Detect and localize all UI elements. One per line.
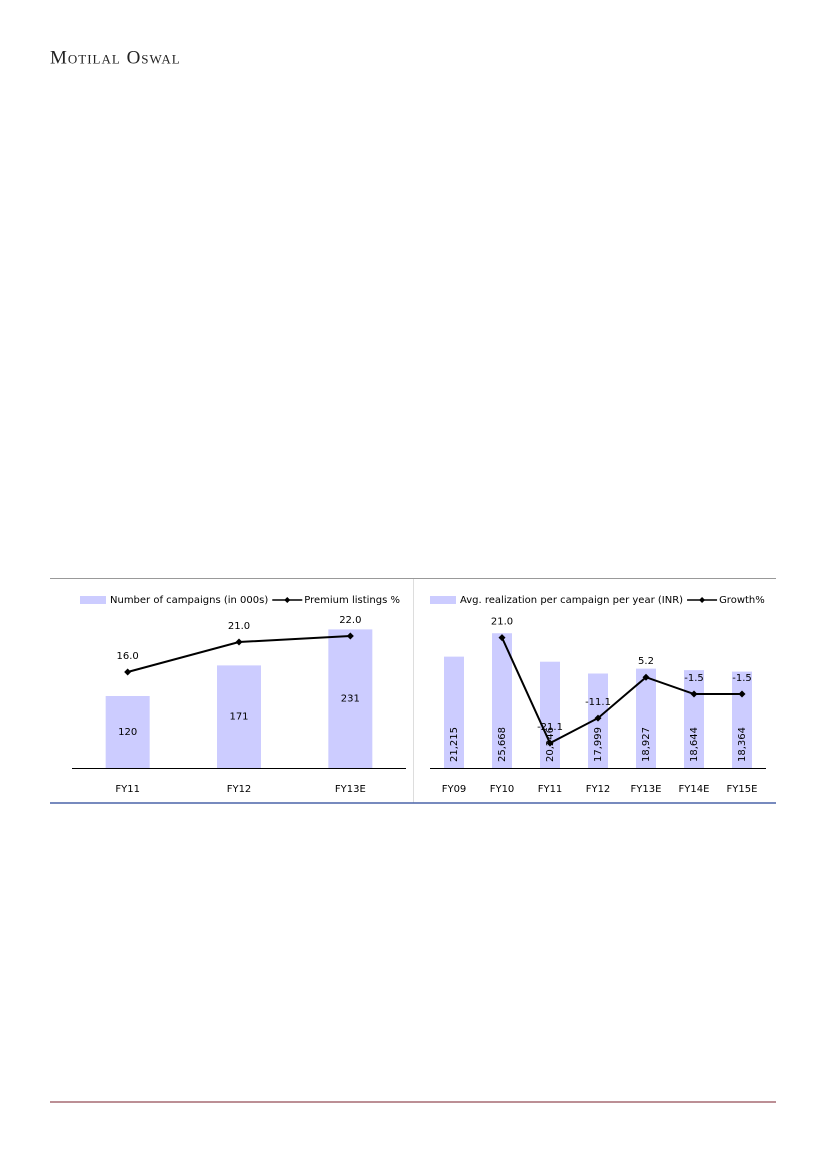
line-marker [642, 673, 650, 681]
x-tick-label: FY09 [442, 784, 467, 795]
bar-value-label: 21,215 [449, 727, 460, 762]
line-marker [498, 634, 506, 642]
bar [732, 671, 752, 768]
bar-value-label: 231 [341, 694, 360, 705]
line-value-label: 16.0 [117, 651, 139, 662]
legend-label: Growth% [719, 595, 765, 606]
x-tick-label: FY12 [586, 784, 611, 795]
x-tick-label: FY11 [115, 784, 140, 795]
line [501, 637, 742, 745]
brand: Motilal Oswal [50, 47, 181, 68]
line-marker [346, 632, 354, 640]
x-tick-label: FY13E [631, 784, 662, 795]
bar-value-label: 18,644 [689, 727, 700, 762]
line-marker [124, 668, 132, 676]
line-marker [235, 638, 243, 646]
x-tick-label: FY14E [679, 784, 710, 795]
bar-value-label: 17,999 [593, 727, 604, 762]
line-value-label: -1.5 [732, 673, 752, 684]
bar [105, 696, 150, 768]
bar [636, 668, 656, 768]
legend-swatch [430, 596, 456, 604]
line-value-label: -21.1 [537, 722, 563, 733]
line-value-label: 21.0 [228, 621, 250, 632]
line-value-label: -1.5 [684, 673, 704, 684]
x-tick-label: FY10 [490, 784, 515, 795]
line-value-label: 5.2 [638, 656, 654, 667]
line-marker [546, 739, 554, 747]
legend-marker [699, 597, 706, 603]
bar [444, 656, 464, 768]
line-marker [738, 690, 746, 698]
line-value-label: -11.1 [585, 697, 611, 708]
legend-swatch [80, 596, 106, 604]
legend-label: Number of campaigns (in 000s) [110, 595, 268, 606]
bar [217, 665, 261, 768]
x-tick-label: FY13E [335, 784, 366, 795]
x-tick-label: FY12 [227, 784, 252, 795]
x-tick-label: FY11 [538, 784, 563, 795]
legend-label: Premium listings % [304, 595, 400, 606]
line-marker [690, 690, 698, 698]
line-value-label: 21.0 [491, 617, 513, 628]
legend-marker [284, 597, 291, 603]
legend-label: Avg. realization per campaign per year (… [460, 595, 683, 606]
line-value-label: 22.0 [339, 615, 361, 626]
bar [492, 633, 512, 768]
bar-value-label: 25,668 [497, 727, 508, 762]
bar-value-label: 18,364 [737, 727, 748, 762]
bar-value-label: 171 [229, 712, 248, 723]
bar [328, 629, 373, 768]
x-tick-label: FY15E [727, 784, 758, 795]
line-marker [594, 714, 602, 722]
bar-value-label: 120 [118, 727, 137, 738]
bar-value-label: 18,927 [641, 727, 652, 762]
